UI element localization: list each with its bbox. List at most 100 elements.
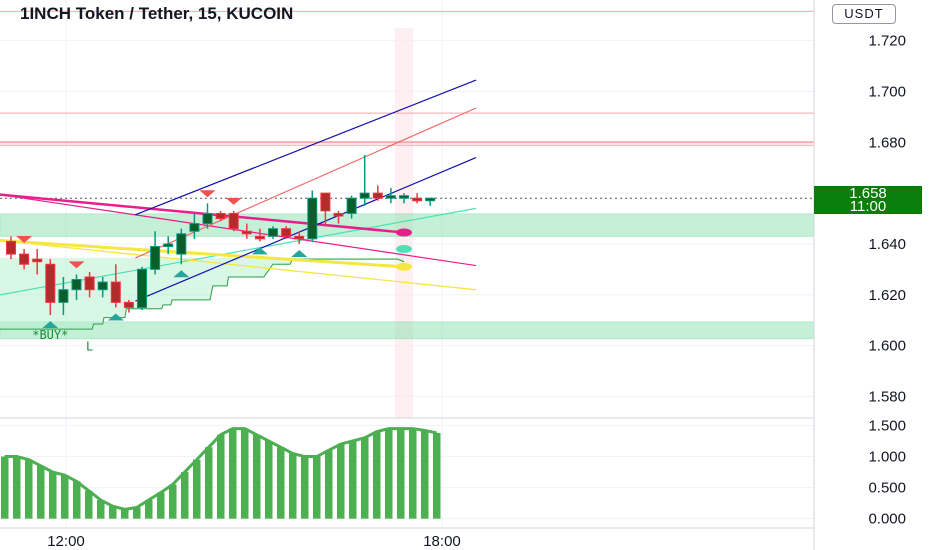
osc-bar-34 <box>409 428 417 519</box>
osc-bar-2 <box>25 459 33 519</box>
candle-body-32 <box>425 197 436 202</box>
candle-body-17 <box>228 212 239 230</box>
osc-bar-9 <box>109 506 117 519</box>
candle-body-10 <box>137 268 147 308</box>
candle-body-0 <box>6 240 16 255</box>
trail-stop-line <box>0 258 405 330</box>
candle-body-18 <box>241 230 252 235</box>
osc-bar-14 <box>169 484 177 519</box>
candle-body-5 <box>71 279 82 291</box>
price-axis-bg <box>814 0 932 550</box>
yellow-line <box>0 239 477 291</box>
marker-teal <box>396 245 412 254</box>
channel-upper <box>135 79 477 216</box>
osc-bar-17 <box>205 447 213 519</box>
osc-bar-36 <box>433 432 441 519</box>
candle-body-27 <box>359 192 370 199</box>
osc-bar-24 <box>289 453 297 519</box>
osc-bar-5 <box>61 475 69 519</box>
sell-arrow-5 <box>68 261 85 269</box>
channel-middle <box>135 107 477 259</box>
zone-label: L <box>86 340 93 354</box>
candle-body-31 <box>412 197 423 202</box>
osc-bar-12 <box>145 500 153 519</box>
candle-body-20 <box>268 228 278 237</box>
buy-arrow-8 <box>107 313 124 321</box>
last-price-tag: 1.658 11:00 <box>814 186 922 214</box>
price-tick-1.680: 1.680 <box>868 134 906 151</box>
candle-body-30 <box>399 195 409 199</box>
osc-bar-29 <box>349 440 357 519</box>
chart-title: 1INCH Token / Tether, 15, KUCOIN <box>20 4 294 23</box>
candle-body-2 <box>32 258 43 263</box>
osc-bar-26 <box>313 456 321 519</box>
osc-bar-19 <box>229 428 237 519</box>
candle-body-13 <box>176 233 187 255</box>
time-tick-18:00: 18:00 <box>423 533 461 550</box>
price-tick-1.620: 1.620 <box>868 287 906 304</box>
candle-body-9 <box>123 301 134 308</box>
osc-tick-1.500: 1.500 <box>868 417 906 434</box>
candle-body-8 <box>110 281 121 303</box>
osc-tick-0.000: 0.000 <box>868 511 906 528</box>
last-price-value: 1.658 <box>849 185 887 202</box>
osc-bar-15 <box>181 472 189 519</box>
candle-body-1 <box>19 253 30 265</box>
osc-bar-6 <box>73 481 81 519</box>
osc-tick-0.500: 0.500 <box>868 480 906 497</box>
session-highlight <box>395 28 413 418</box>
osc-bar-13 <box>157 492 165 519</box>
oscillator-histogram <box>1 427 441 519</box>
osc-bar-30 <box>361 437 369 519</box>
osc-bar-3 <box>37 465 45 519</box>
osc-bar-20 <box>241 428 249 519</box>
candle-body-21 <box>281 228 292 237</box>
marker-yellow <box>396 262 412 271</box>
candles <box>6 155 436 316</box>
candle-body-16 <box>215 212 226 220</box>
sell-arrow-15 <box>199 190 216 198</box>
osc-bar-7 <box>85 490 93 519</box>
osc-bar-35 <box>421 430 429 519</box>
magenta-line <box>0 194 477 267</box>
candle-body-29 <box>385 195 396 199</box>
candle-body-15 <box>202 212 213 225</box>
sell-arrow-17 <box>225 197 242 205</box>
osc-bar-8 <box>97 500 105 519</box>
candle-body-7 <box>97 281 108 291</box>
osc-bar-31 <box>373 431 381 519</box>
candle-body-12 <box>163 243 174 247</box>
osc-bar-4 <box>49 472 57 519</box>
osc-line <box>4 427 438 511</box>
candle-body-11 <box>150 245 161 270</box>
marker-magenta <box>396 228 412 237</box>
buy-arrow-22 <box>291 249 308 257</box>
candle-body-28 <box>372 192 383 199</box>
osc-bar-23 <box>277 447 285 519</box>
osc-bar-22 <box>265 440 273 519</box>
osc-bar-18 <box>217 434 225 519</box>
currency-button[interactable]: USDT <box>832 4 896 24</box>
buy-arrow-13 <box>173 270 190 278</box>
magenta-line-bold <box>0 193 405 234</box>
sell-arrow-1 <box>16 236 33 244</box>
osc-bar-1 <box>13 456 21 519</box>
osc-bar-10 <box>121 509 129 519</box>
osc-bar-0 <box>1 456 9 519</box>
trail-stop-fill <box>0 257 404 330</box>
candle-body-22 <box>294 235 305 240</box>
candle-body-14 <box>189 223 200 232</box>
candle-body-25 <box>333 212 344 217</box>
osc-bar-21 <box>253 434 261 519</box>
price-tick-1.580: 1.580 <box>868 388 906 405</box>
candle-body-19 <box>254 235 265 240</box>
osc-bar-28 <box>337 444 345 519</box>
price-tick-1.720: 1.720 <box>868 33 906 50</box>
bar-countdown: 11:00 <box>849 198 887 215</box>
osc-bar-32 <box>385 428 393 519</box>
buy-arrow-19 <box>251 247 268 255</box>
time-tick-12:00: 12:00 <box>47 533 85 550</box>
buy-signal-label: *BUY* <box>32 328 68 342</box>
